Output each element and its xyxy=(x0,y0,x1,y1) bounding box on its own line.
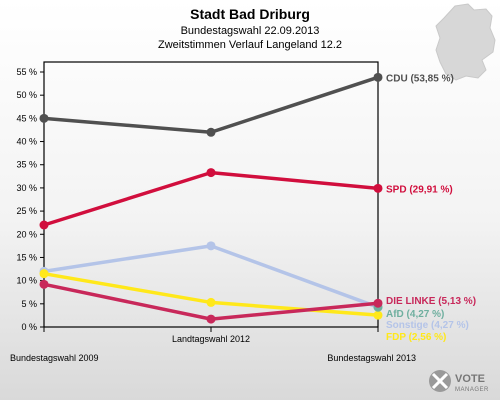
y-tick-label: 20 % xyxy=(16,229,37,239)
data-point xyxy=(206,297,216,307)
series-label: Sonstige (4,27 %) xyxy=(386,320,469,331)
data-point xyxy=(373,310,383,320)
series-line xyxy=(43,75,379,135)
vote-manager-logo: VOTE MANAGER xyxy=(429,370,489,393)
data-point xyxy=(39,113,49,123)
logo-line1: VOTE xyxy=(455,373,485,385)
y-tick-label: 0 % xyxy=(21,322,37,332)
series-label: SPD (29,91 %) xyxy=(386,184,453,195)
y-tick-label: 55 % xyxy=(16,67,37,77)
series-lines xyxy=(39,72,383,324)
y-tick-label: 15 % xyxy=(16,252,37,262)
y-tick-label: 50 % xyxy=(16,90,37,100)
data-point xyxy=(39,279,49,289)
germany-map-icon xyxy=(435,3,496,81)
data-point xyxy=(39,220,49,230)
series-label: CDU (53,85 %) xyxy=(386,73,454,84)
data-point xyxy=(206,127,216,137)
y-tick-label: 25 % xyxy=(16,206,37,216)
logo-line2: MANAGER xyxy=(455,387,489,393)
x-tick-label: Landtagswahl 2012 xyxy=(172,334,250,344)
chart-subtitle-1: Bundestagswahl 22.09.2013 xyxy=(181,25,320,37)
y-tick-label: 5 % xyxy=(21,299,37,309)
series-label: FDP (2,56 %) xyxy=(386,332,446,343)
data-point xyxy=(373,72,383,82)
data-point xyxy=(39,269,49,279)
data-point xyxy=(373,183,383,193)
chart-title: Stadt Bad Driburg xyxy=(190,6,310,22)
chart-subtitle-2: Zweitstimmen Verlauf Langeland 12.2 xyxy=(158,39,342,51)
x-tick-label: Bundestagswahl 2013 xyxy=(327,353,416,363)
y-tick-label: 10 % xyxy=(16,276,37,286)
data-point xyxy=(373,298,383,308)
series-label: AfD (4,27 %) xyxy=(386,309,444,320)
y-tick-label: 45 % xyxy=(16,113,37,123)
y-axis: 0 % 5 % 10 % 15 % 20 % 25 % 30 % 35 % 40 % 45 % 50… xyxy=(16,67,44,332)
data-point xyxy=(206,168,216,178)
y-tick-label: 35 % xyxy=(16,160,37,170)
data-point xyxy=(206,314,216,324)
data-point xyxy=(206,241,216,251)
y-tick-label: 40 % xyxy=(16,137,37,147)
y-tick-label: 30 % xyxy=(16,183,37,193)
x-tick-label: Bundestagswahl 2009 xyxy=(10,353,99,363)
x-axis: Bundestagswahl 2009 Landtagswahl 2012 Bund… xyxy=(10,327,416,363)
logo-cross-icon xyxy=(431,372,449,390)
series-line xyxy=(43,170,379,227)
series-labels: CDU (53,85 %) SPD (29,91 %) Sonstige (4,27… xyxy=(386,73,476,343)
series-label: DIE LINKE (5,13 %) xyxy=(386,296,476,307)
